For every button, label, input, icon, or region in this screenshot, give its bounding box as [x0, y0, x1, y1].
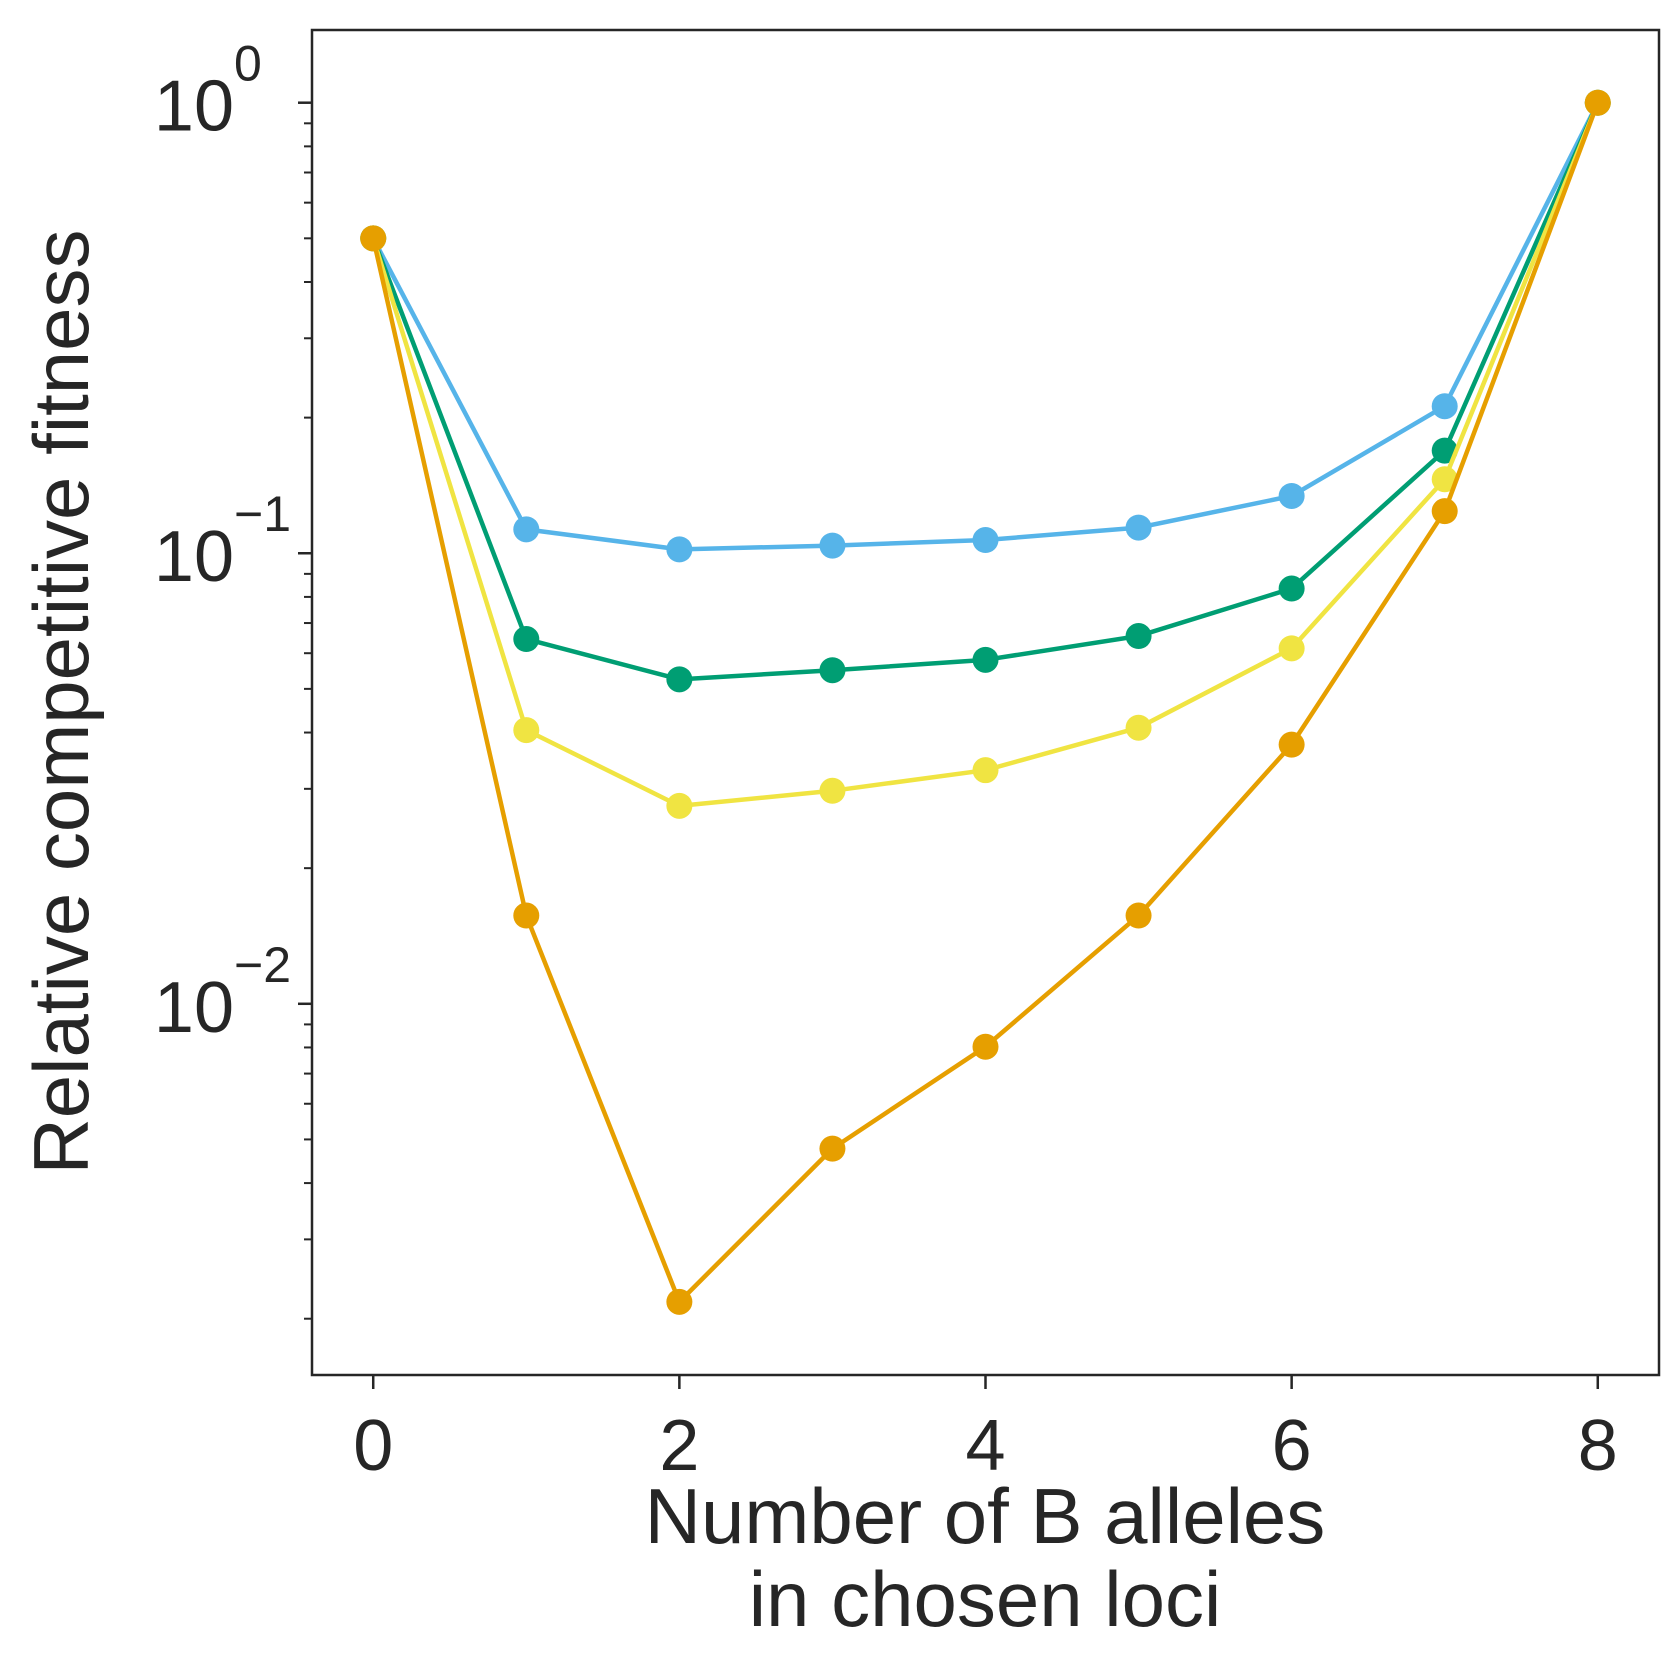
data-point — [972, 757, 999, 784]
data-point — [819, 657, 846, 684]
series-3 — [360, 89, 1611, 1315]
data-point — [1125, 902, 1152, 929]
data-point — [513, 626, 540, 653]
data-point — [1431, 466, 1458, 493]
series-line — [371, 101, 1600, 1305]
x-axis-label-line2: in chosen loci — [749, 1555, 1222, 1643]
data-point — [1431, 393, 1458, 420]
y-tick-label: 10 — [154, 517, 234, 597]
data-point — [1584, 89, 1611, 116]
x-tick-label: 0 — [353, 1406, 393, 1486]
y-tick-exponent: 0 — [234, 36, 262, 92]
data-point — [513, 902, 540, 929]
y-axis-label: Relative competitive fitness — [17, 229, 105, 1174]
y-tick-base: 10 — [154, 968, 234, 1048]
data-point — [666, 666, 693, 693]
data-point — [1125, 714, 1152, 741]
data-point — [1278, 575, 1305, 602]
data-point — [666, 536, 693, 563]
series-line — [371, 101, 1600, 552]
data-point — [1125, 514, 1152, 541]
data-point — [666, 792, 693, 819]
data-point — [972, 527, 999, 554]
data-point — [819, 1135, 846, 1162]
y-tick-base: 10 — [154, 67, 234, 147]
x-axis-label-line1: Number of B alleles — [645, 1472, 1326, 1560]
series-line — [371, 101, 1600, 809]
series-line — [371, 101, 1600, 682]
series-1 — [360, 89, 1611, 693]
data-point — [513, 717, 540, 744]
data-point — [819, 532, 846, 559]
data-point — [1431, 437, 1458, 464]
plot-frame — [310, 28, 1661, 1377]
x-tick-label: 2 — [659, 1406, 699, 1486]
data-point — [819, 777, 846, 804]
x-tick-label: 8 — [1578, 1406, 1618, 1486]
series-0 — [360, 89, 1611, 563]
data-point — [360, 225, 387, 252]
y-tick-exponent: −1 — [234, 486, 291, 542]
series-layer — [360, 89, 1611, 1315]
y-tick-base: 10 — [154, 517, 234, 597]
data-point — [1278, 635, 1305, 662]
y-tick-label: 10 — [154, 968, 234, 1048]
data-point — [1278, 731, 1305, 758]
data-point — [972, 1033, 999, 1060]
data-point — [513, 516, 540, 543]
data-point — [1431, 498, 1458, 525]
y-tick-label: 10 — [154, 67, 234, 147]
y-tick-exponent: −2 — [234, 937, 291, 993]
data-point — [972, 646, 999, 673]
x-tick-label: 6 — [1272, 1406, 1312, 1486]
data-point — [1278, 482, 1305, 509]
series-2 — [360, 89, 1611, 819]
data-point — [1125, 623, 1152, 650]
data-point — [666, 1288, 693, 1315]
x-tick-label: 4 — [965, 1406, 1005, 1486]
